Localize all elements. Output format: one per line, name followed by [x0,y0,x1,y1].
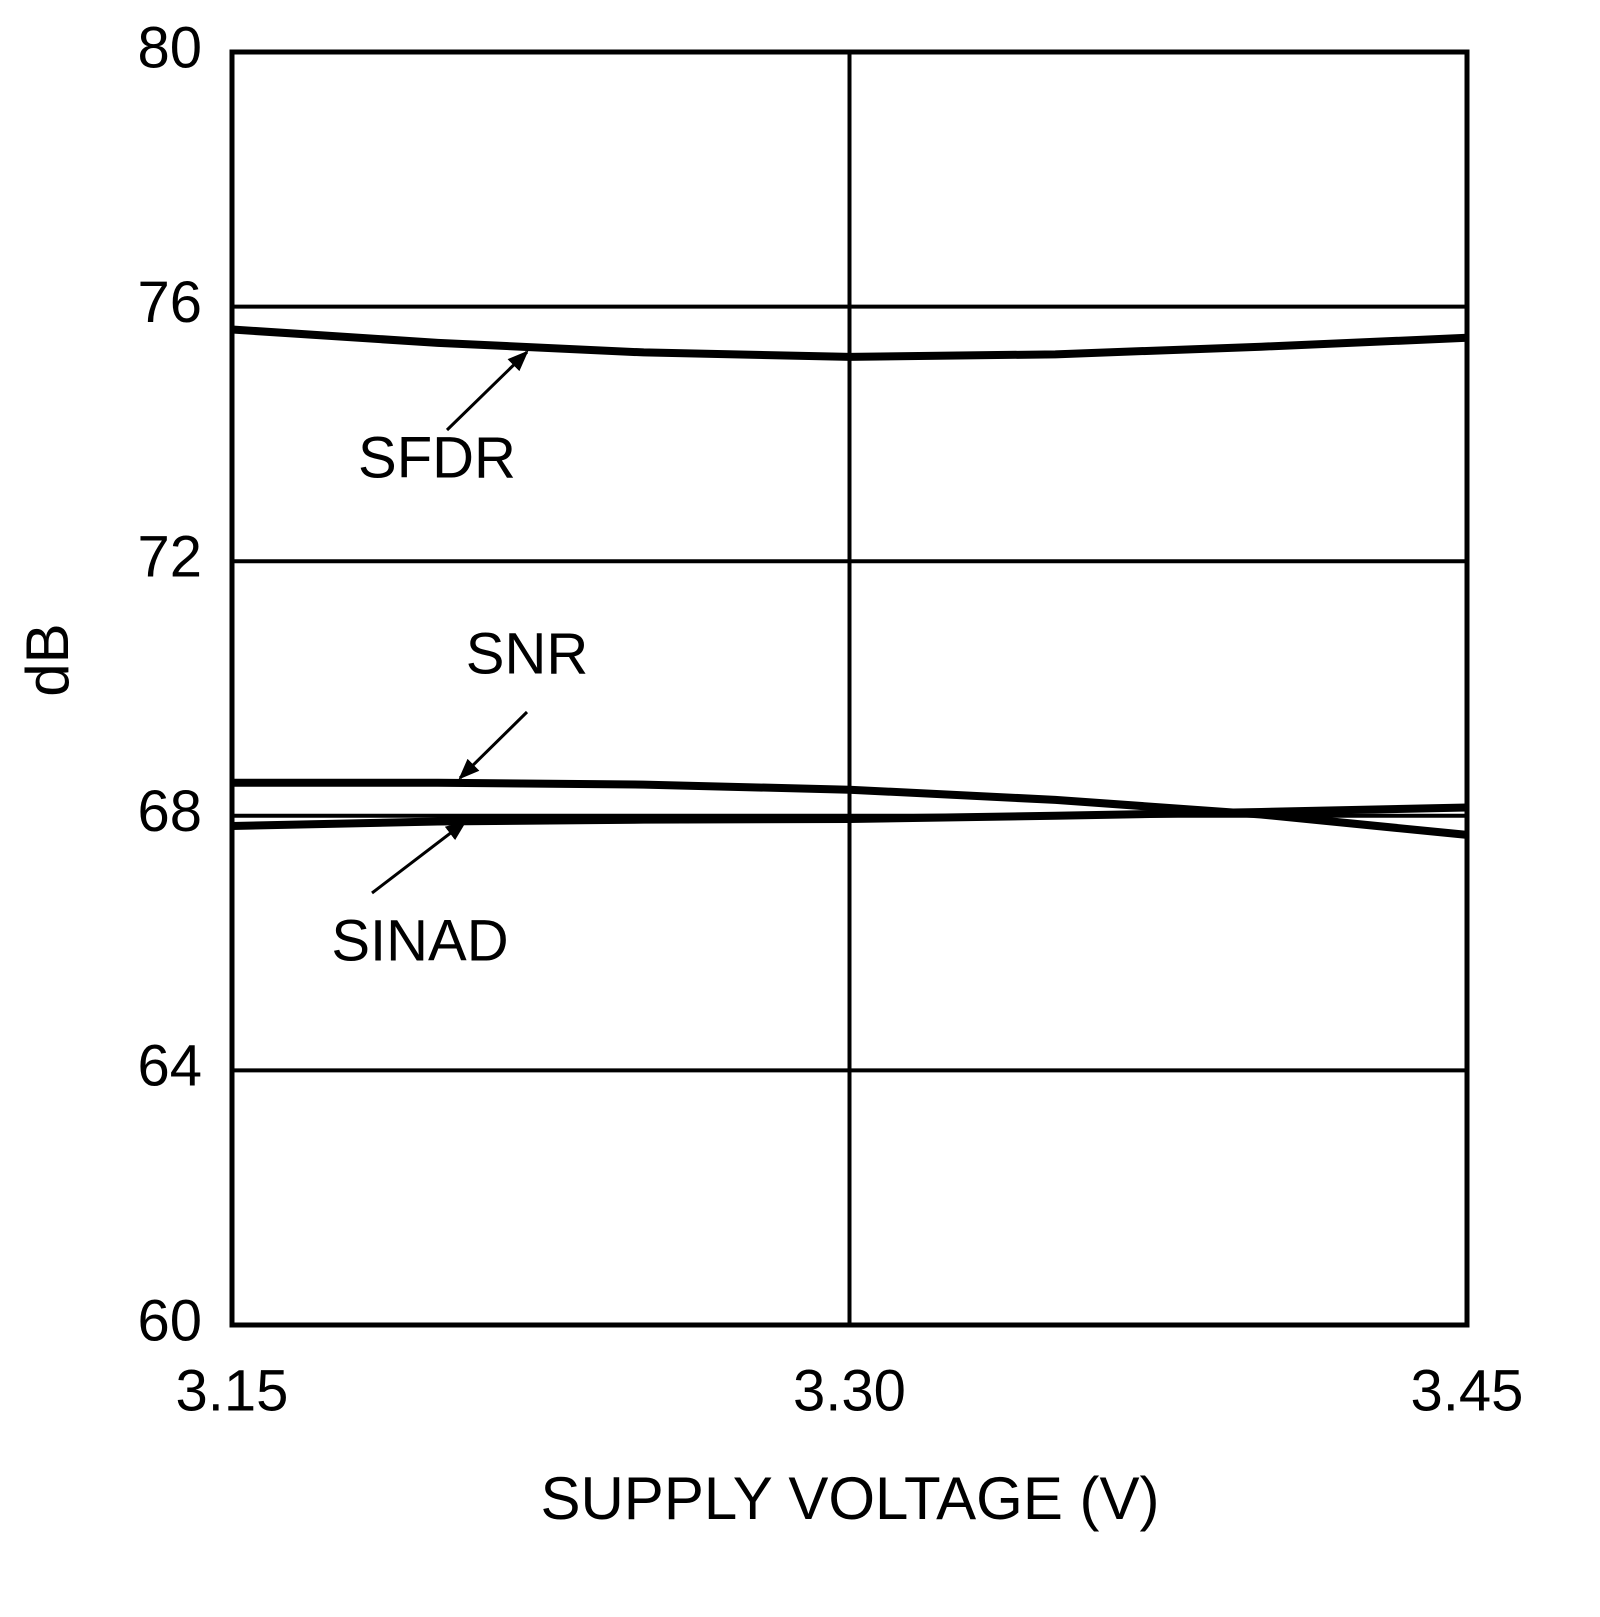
y-tick-label: 60 [137,1288,202,1353]
series-label: SFDR [358,425,516,490]
lines [231,325,1468,839]
x-tick-label: 3.15 [176,1358,289,1423]
grid [230,50,1469,1327]
series-label: SNR [466,621,588,686]
sinad-arrow [371,820,467,895]
series-line [231,325,1468,361]
x-axis-title: SUPPLY VOLTAGE (V) [540,1465,1159,1532]
y-tick-label: 76 [137,270,202,335]
series-label: SINAD [331,908,508,973]
snr-arrow [458,710,529,780]
plot-frame [229,49,1470,1328]
y-tick-label: 72 [137,525,202,590]
y-tick-label: 64 [137,1034,202,1099]
series-line [231,803,1468,830]
sfdr-arrow [445,350,529,432]
y-tick-label: 68 [137,779,202,844]
y-axis-title: dB [14,623,81,696]
x-tick-label: 3.45 [1411,1358,1524,1423]
x-tick-label: 3.30 [793,1358,906,1423]
y-tick-label: 80 [137,15,202,80]
